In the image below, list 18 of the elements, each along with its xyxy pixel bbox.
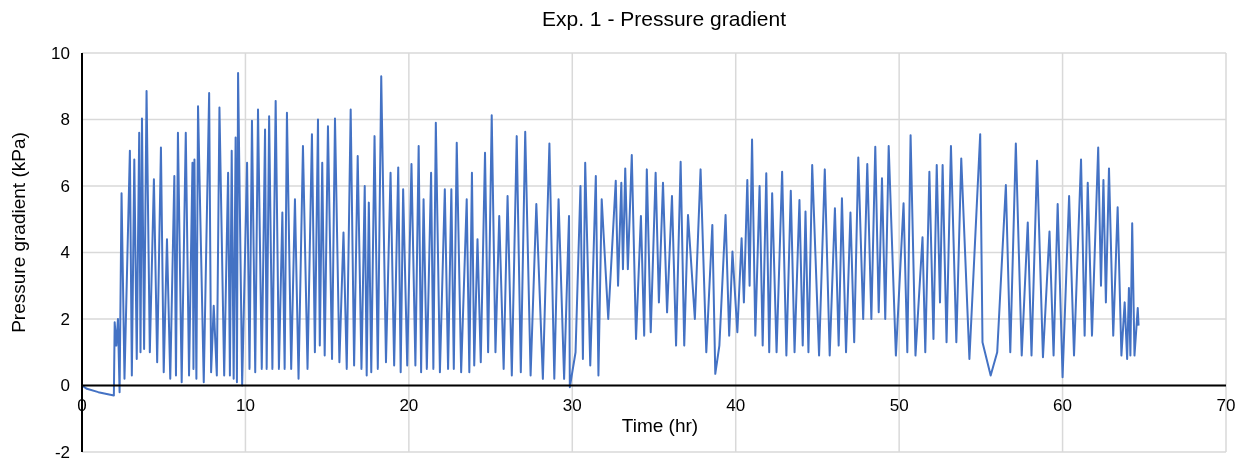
y-tick-label: 2 — [60, 309, 70, 329]
chart-title: Exp. 1 - Pressure gradient — [542, 7, 787, 30]
y-tick-label: 4 — [60, 243, 70, 263]
line-series — [81, 71, 1140, 397]
x-tick-label: 30 — [562, 395, 582, 415]
x-axis-title: Time (hr) — [621, 414, 699, 436]
x-tick-label: 40 — [726, 395, 746, 415]
y-tick-label: 0 — [60, 376, 70, 396]
x-tick-label: 50 — [889, 395, 909, 415]
x-tick-label: 20 — [399, 395, 419, 415]
x-tick-label: 10 — [235, 395, 255, 415]
y-axis-title: Pressure gradient (kPa) — [8, 132, 29, 333]
y-tick-label: 6 — [60, 176, 70, 196]
x-tick-label: 60 — [1053, 395, 1073, 415]
x-tick-label: 70 — [1216, 395, 1236, 415]
y-tick-label: 8 — [60, 110, 70, 130]
y-tick-label: -2 — [54, 442, 70, 462]
y-tick-label: 10 — [51, 43, 70, 63]
